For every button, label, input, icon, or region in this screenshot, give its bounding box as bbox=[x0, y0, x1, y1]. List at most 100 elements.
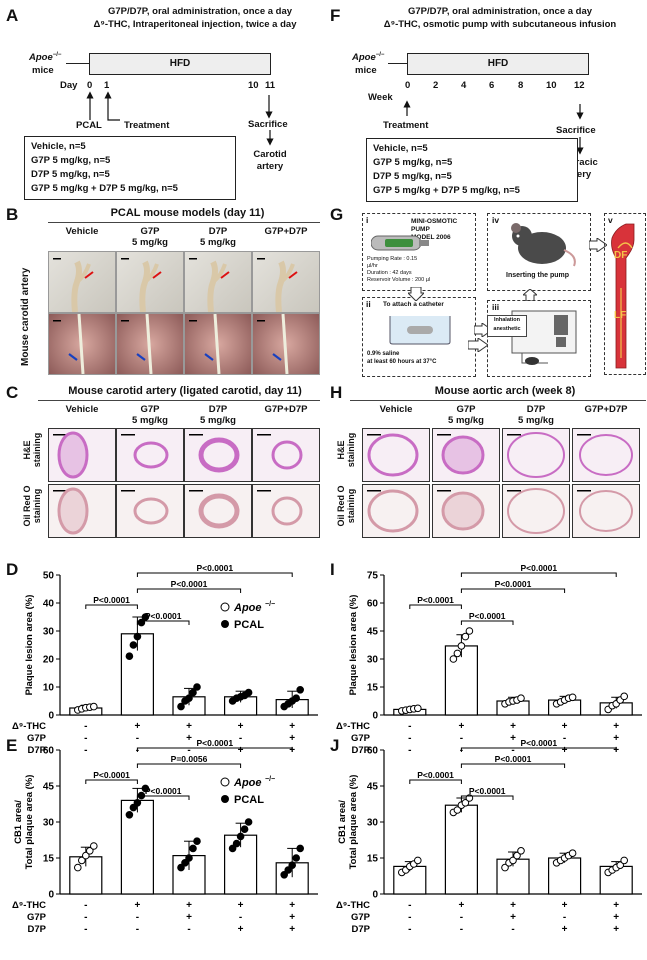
panel-g-box-iv: iv Inserting the pump bbox=[487, 213, 591, 291]
histology-image bbox=[184, 428, 252, 482]
p-value-label: P<0.0001 bbox=[196, 738, 233, 748]
treatment-row-label: G7P bbox=[27, 912, 47, 923]
bar bbox=[444, 804, 478, 895]
panel-j-letter: J bbox=[330, 736, 340, 755]
data-point bbox=[288, 861, 297, 870]
y-axis-label: CB1 area/ bbox=[337, 800, 348, 844]
p-value-label: P<0.0001 bbox=[196, 563, 233, 573]
panel-f-tick: 12 bbox=[574, 80, 585, 91]
pump-icon bbox=[371, 235, 429, 251]
y-tick-label: 0 bbox=[372, 890, 378, 901]
data-point bbox=[86, 847, 94, 855]
panel-d-letter: D bbox=[6, 560, 19, 579]
panel-f-tick: 2 bbox=[433, 80, 439, 91]
panel-h-rule bbox=[350, 400, 646, 401]
treatment-sign: + bbox=[613, 721, 619, 732]
histo-col-label: G7P 5 mg/kg bbox=[132, 404, 168, 426]
data-point bbox=[280, 871, 289, 879]
data-point bbox=[90, 702, 98, 711]
data-point bbox=[568, 849, 577, 858]
panel-a-letter: A bbox=[6, 6, 19, 25]
panel-a-line2: Δ⁹-THC, Intraperitoneal injection, twice… bbox=[93, 19, 297, 30]
treatment-sign: + bbox=[186, 721, 192, 732]
treatment-sign: + bbox=[289, 900, 295, 911]
data-point bbox=[133, 632, 142, 641]
p-value-label: P<0.0001 bbox=[495, 754, 532, 764]
histology-image bbox=[252, 428, 320, 482]
anesthesia-machine-icon bbox=[511, 310, 577, 365]
y-tick-label: 30 bbox=[43, 627, 55, 638]
panel-a-tick-11: 11 bbox=[265, 80, 276, 91]
y-tick-label: 0 bbox=[48, 711, 54, 722]
treatment-sign: - bbox=[187, 745, 190, 756]
data-point bbox=[185, 854, 193, 862]
treatment-sign: + bbox=[562, 745, 568, 756]
histology-image bbox=[572, 484, 640, 538]
histology-image bbox=[572, 428, 640, 482]
panel-b-col-label: G7P 5 mg/kg bbox=[132, 226, 168, 248]
carotid-gross-photo bbox=[184, 251, 252, 313]
significance-bracket bbox=[460, 620, 514, 625]
significance-bracket bbox=[409, 604, 462, 609]
y-tick-label: 30 bbox=[367, 818, 379, 829]
histology-image bbox=[116, 428, 184, 482]
treatment-sign: - bbox=[239, 733, 242, 744]
y-tick-label: 75 bbox=[367, 571, 379, 582]
treatment-sign: - bbox=[408, 733, 411, 744]
y-axis-label: Total plaque area (%) bbox=[24, 775, 35, 870]
data-point bbox=[620, 692, 629, 701]
p-value-label: P=0.0056 bbox=[171, 754, 208, 764]
bar bbox=[275, 862, 309, 895]
beaker-icon bbox=[389, 316, 451, 345]
data-point bbox=[453, 649, 462, 658]
p-value-label: P<0.0001 bbox=[469, 786, 506, 796]
histo-col-label: G7P+D7P bbox=[264, 404, 308, 415]
treatment-sign: + bbox=[238, 745, 244, 756]
treatment-sign: - bbox=[460, 924, 463, 935]
significance-bracket bbox=[136, 795, 190, 800]
data-point bbox=[501, 863, 509, 872]
panel-a-groups-box: Vehicle, n=5 G7P 5 mg/kg, n=5 D7P 5 mg/kg,… bbox=[24, 136, 236, 200]
treatment-sign: + bbox=[613, 733, 619, 744]
treatment-sign: - bbox=[408, 900, 411, 911]
treatment-sign: - bbox=[408, 924, 411, 935]
data-point bbox=[181, 859, 189, 867]
data-point bbox=[453, 806, 462, 814]
panel-g-box-v-frame: v bbox=[604, 213, 646, 375]
g-arrow-down bbox=[408, 287, 424, 301]
carotid-gross-photo bbox=[252, 251, 320, 313]
panel-f-groups-box: Vehicle, n=5 G7P 5 mg/kg, n=5 D7P 5 mg/kg,… bbox=[366, 138, 578, 202]
data-point bbox=[517, 694, 525, 703]
treatment-row-label: D7P bbox=[28, 924, 47, 935]
p-value-label: P<0.0001 bbox=[417, 770, 454, 780]
y-tick-label: 45 bbox=[367, 627, 379, 638]
panel-b-title: PCAL mouse models (day 11) bbox=[110, 207, 265, 219]
panel-f-tick: 0 bbox=[405, 80, 411, 91]
panel-a-mice: mice bbox=[32, 65, 54, 76]
significance-bracket bbox=[460, 795, 514, 800]
y-axis-label: Plaque lesion area (%) bbox=[24, 595, 35, 696]
panel-f-sacrifice: Sacrifice bbox=[556, 125, 596, 136]
histo-col-label: G7P+D7P bbox=[584, 404, 628, 415]
legend-apoe-marker bbox=[220, 777, 230, 787]
histology-image bbox=[48, 428, 116, 482]
panel-f-tick: 10 bbox=[546, 80, 557, 91]
panel-a-lead-line bbox=[66, 63, 89, 64]
legend-pcal-label: PCAL bbox=[234, 794, 264, 806]
carotid-surgical-photo bbox=[48, 313, 116, 375]
panel-g-letter: G bbox=[330, 205, 344, 224]
carotid-surgical-photo bbox=[252, 313, 320, 375]
treatment-sign: + bbox=[613, 900, 619, 911]
treatment-row-label: D7P bbox=[352, 924, 371, 935]
histology-image bbox=[432, 484, 500, 538]
treatment-sign: + bbox=[289, 924, 295, 935]
data-point bbox=[189, 688, 197, 697]
significance-bracket bbox=[460, 572, 617, 577]
data-point bbox=[465, 627, 474, 635]
panel-a-day-label: Day bbox=[60, 80, 78, 91]
treatment-sign: + bbox=[238, 721, 244, 732]
data-point bbox=[296, 844, 305, 853]
y-tick-label: 45 bbox=[43, 782, 55, 793]
panel-f-mice: mice bbox=[355, 65, 377, 76]
